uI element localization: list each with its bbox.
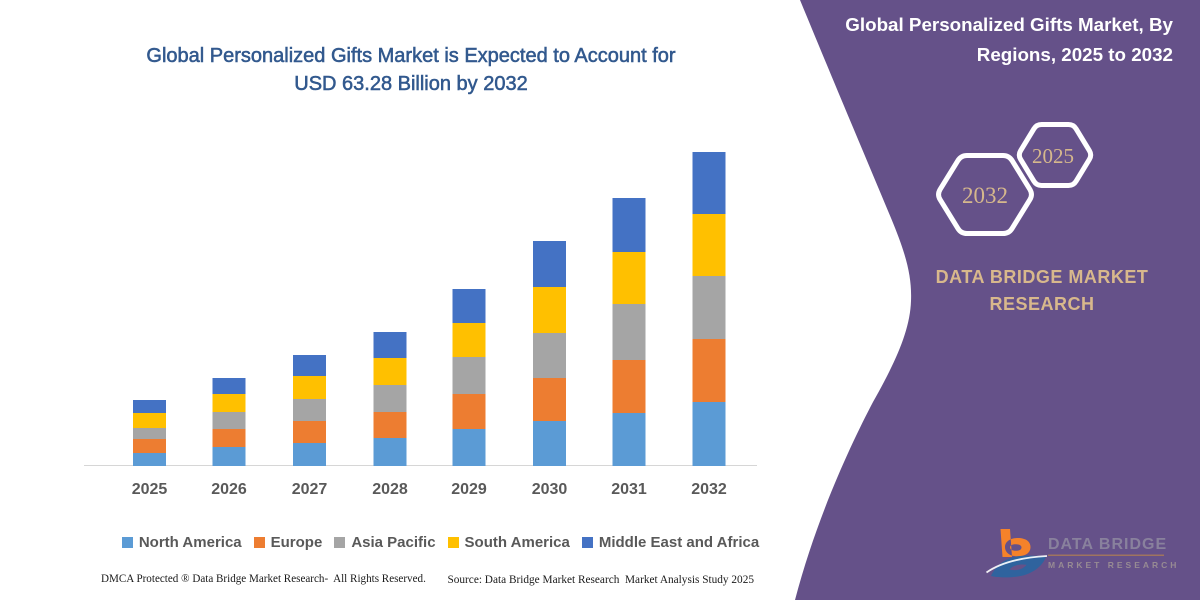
- svg-text:2032: 2032: [691, 481, 727, 498]
- svg-text:2027: 2027: [292, 481, 328, 498]
- svg-text:USD 63.28 Billion by 2032: USD 63.28 Billion by 2032: [294, 73, 527, 95]
- svg-text:2029: 2029: [451, 481, 487, 498]
- svg-text:2026: 2026: [211, 481, 247, 498]
- svg-text:2028: 2028: [372, 481, 408, 498]
- svg-text:2025: 2025: [1032, 144, 1074, 168]
- svg-text:Regions, 2025 to 2032: Regions, 2025 to 2032: [977, 44, 1173, 65]
- svg-text:Global Personalized Gifts Mark: Global Personalized Gifts Market, By: [845, 14, 1173, 35]
- svg-text:MARKET RESEARCH: MARKET RESEARCH: [1048, 560, 1179, 570]
- svg-text:DATA BRIDGE: DATA BRIDGE: [1048, 536, 1167, 553]
- svg-text:DATA BRIDGE MARKET: DATA BRIDGE MARKET: [936, 267, 1149, 287]
- svg-text:2032: 2032: [962, 183, 1008, 208]
- svg-text:RESEARCH: RESEARCH: [989, 294, 1094, 314]
- svg-text:2025: 2025: [132, 481, 168, 498]
- svg-text:Global Personalized Gifts Mark: Global Personalized Gifts Market is Expe…: [146, 45, 675, 67]
- svg-text:2030: 2030: [532, 481, 568, 498]
- svg-text:2031: 2031: [611, 481, 647, 498]
